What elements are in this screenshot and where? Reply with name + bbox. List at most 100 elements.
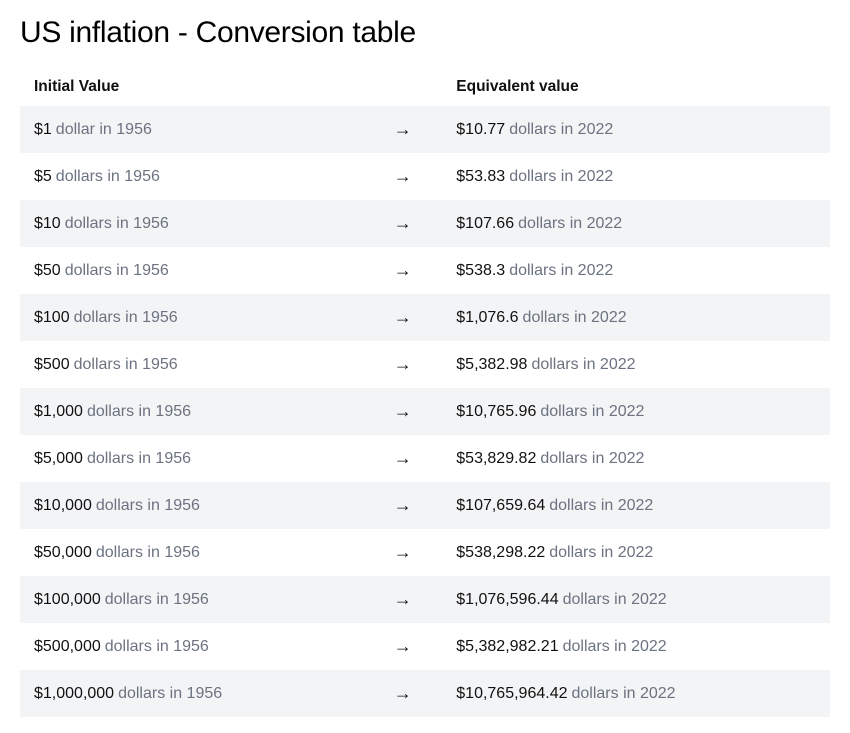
equivalent-suffix: dollars in 2022 xyxy=(509,168,613,185)
equivalent-suffix: dollars in 2022 xyxy=(540,450,644,467)
cell-initial: $1dollar in 1956 xyxy=(34,121,394,139)
initial-suffix: dollars in 1956 xyxy=(96,544,200,561)
initial-suffix: dollar in 1956 xyxy=(56,121,152,138)
arrow-icon: → xyxy=(394,636,457,657)
initial-amount: $50 xyxy=(34,262,61,279)
equivalent-suffix: dollars in 2022 xyxy=(571,685,675,702)
initial-suffix: dollars in 1956 xyxy=(74,309,178,326)
equivalent-amount: $538,298.22 xyxy=(456,544,545,561)
cell-initial: $100,000dollars in 1956 xyxy=(34,591,394,609)
equivalent-amount: $10,765,964.42 xyxy=(456,685,567,702)
equivalent-amount: $53,829.82 xyxy=(456,450,536,467)
initial-amount: $100 xyxy=(34,309,70,326)
cell-initial: $500dollars in 1956 xyxy=(34,356,394,374)
table-row: $500,000dollars in 1956→$5,382,982.21dol… xyxy=(20,623,830,670)
conversion-table: Initial Value Equivalent value $1dollar … xyxy=(20,68,830,717)
arrow-icon: → xyxy=(394,448,457,469)
cell-equivalent: $5,382,982.21 dollars in 2022 xyxy=(456,638,816,656)
arrow-icon: → xyxy=(394,213,457,234)
cell-initial: $5,000dollars in 1956 xyxy=(34,450,394,468)
table-row: $1,000,000dollars in 1956→$10,765,964.42… xyxy=(20,670,830,717)
table-row: $1,000dollars in 1956→$10,765.96dollars … xyxy=(20,388,830,435)
cell-initial: $5dollars in 1956 xyxy=(34,168,394,186)
cell-equivalent: $1,076.6dollars in 2022 xyxy=(456,309,816,327)
arrow-icon: → xyxy=(394,260,457,281)
initial-amount: $500,000 xyxy=(34,638,101,655)
initial-suffix: dollars in 1956 xyxy=(118,685,222,702)
initial-suffix: dollars in 1956 xyxy=(65,262,169,279)
equivalent-amount: $1,076.6 xyxy=(456,309,518,326)
arrow-icon: → xyxy=(394,354,457,375)
cell-equivalent: $538,298.22dollars in 2022 xyxy=(456,544,816,562)
initial-suffix: dollars in 1956 xyxy=(105,638,209,655)
equivalent-amount: $107,659.64 xyxy=(456,497,545,514)
initial-suffix: dollars in 1956 xyxy=(56,168,160,185)
arrow-icon: → xyxy=(394,542,457,563)
arrow-icon: → xyxy=(394,166,457,187)
initial-suffix: dollars in 1956 xyxy=(65,215,169,232)
equivalent-suffix: dollars in 2022 xyxy=(549,544,653,561)
arrow-icon: → xyxy=(394,683,457,704)
initial-amount: $500 xyxy=(34,356,70,373)
cell-equivalent: $10,765,964.42dollars in 2022 xyxy=(456,685,816,703)
cell-equivalent: $538.3dollars in 2022 xyxy=(456,262,816,280)
cell-equivalent: $5,382.98dollars in 2022 xyxy=(456,356,816,374)
table-row: $1dollar in 1956→$10.77dollars in 2022 xyxy=(20,106,830,153)
table-row: $5,000dollars in 1956→$53,829.82dollars … xyxy=(20,435,830,482)
cell-equivalent: $53,829.82dollars in 2022 xyxy=(456,450,816,468)
initial-suffix: dollars in 1956 xyxy=(87,403,191,420)
cell-initial: $1,000dollars in 1956 xyxy=(34,403,394,421)
initial-suffix: dollars in 1956 xyxy=(87,450,191,467)
initial-amount: $10 xyxy=(34,215,61,232)
cell-initial: $10,000dollars in 1956 xyxy=(34,497,394,515)
equivalent-suffix: dollars in 2022 xyxy=(531,356,635,373)
table-row: $50dollars in 1956→$538.3dollars in 2022 xyxy=(20,247,830,294)
initial-suffix: dollars in 1956 xyxy=(105,591,209,608)
table-body: $1dollar in 1956→$10.77dollars in 2022$5… xyxy=(20,106,830,717)
initial-suffix: dollars in 1956 xyxy=(74,356,178,373)
equivalent-amount: $53.83 xyxy=(456,168,505,185)
equivalent-suffix: dollars in 2022 xyxy=(563,591,667,608)
cell-initial: $10dollars in 1956 xyxy=(34,215,394,233)
equivalent-suffix: dollars in 2022 xyxy=(518,215,622,232)
cell-initial: $1,000,000dollars in 1956 xyxy=(34,685,394,703)
initial-amount: $1,000,000 xyxy=(34,685,114,702)
initial-amount: $1,000 xyxy=(34,403,83,420)
table-row: $100dollars in 1956→$1,076.6dollars in 2… xyxy=(20,294,830,341)
arrow-icon: → xyxy=(394,495,457,516)
equivalent-suffix: dollars in 2022 xyxy=(563,638,667,655)
initial-amount: $100,000 xyxy=(34,591,101,608)
equivalent-amount: $5,382,982.21 xyxy=(456,638,558,655)
cell-initial: $500,000dollars in 1956 xyxy=(34,638,394,656)
cell-equivalent: $107.66dollars in 2022 xyxy=(456,215,816,233)
col-header-initial: Initial Value xyxy=(34,78,394,96)
cell-initial: $100dollars in 1956 xyxy=(34,309,394,327)
page-title: US inflation - Conversion table xyxy=(20,16,830,50)
table-row: $100,000dollars in 1956→$1,076,596.44dol… xyxy=(20,576,830,623)
arrow-icon: → xyxy=(394,307,457,328)
arrow-icon: → xyxy=(394,401,457,422)
equivalent-amount: $10.77 xyxy=(456,121,505,138)
initial-amount: $5,000 xyxy=(34,450,83,467)
initial-amount: $5 xyxy=(34,168,52,185)
table-row: $50,000dollars in 1956→$538,298.22dollar… xyxy=(20,529,830,576)
equivalent-suffix: dollars in 2022 xyxy=(509,262,613,279)
equivalent-suffix: dollars in 2022 xyxy=(509,121,613,138)
cell-initial: $50,000dollars in 1956 xyxy=(34,544,394,562)
equivalent-amount: $107.66 xyxy=(456,215,514,232)
equivalent-amount: $5,382.98 xyxy=(456,356,527,373)
arrow-icon: → xyxy=(394,119,457,140)
equivalent-amount: $10,765.96 xyxy=(456,403,536,420)
equivalent-suffix: dollars in 2022 xyxy=(540,403,644,420)
table-row: $500dollars in 1956→$5,382.98dollars in … xyxy=(20,341,830,388)
cell-initial: $50dollars in 1956 xyxy=(34,262,394,280)
table-header: Initial Value Equivalent value xyxy=(20,68,830,106)
equivalent-amount: $538.3 xyxy=(456,262,505,279)
initial-amount: $10,000 xyxy=(34,497,92,514)
table-row: $10dollars in 1956→$107.66dollars in 202… xyxy=(20,200,830,247)
equivalent-amount: $1,076,596.44 xyxy=(456,591,558,608)
arrow-icon: → xyxy=(394,589,457,610)
initial-amount: $1 xyxy=(34,121,52,138)
cell-equivalent: $10,765.96dollars in 2022 xyxy=(456,403,816,421)
cell-equivalent: $107,659.64dollars in 2022 xyxy=(456,497,816,515)
